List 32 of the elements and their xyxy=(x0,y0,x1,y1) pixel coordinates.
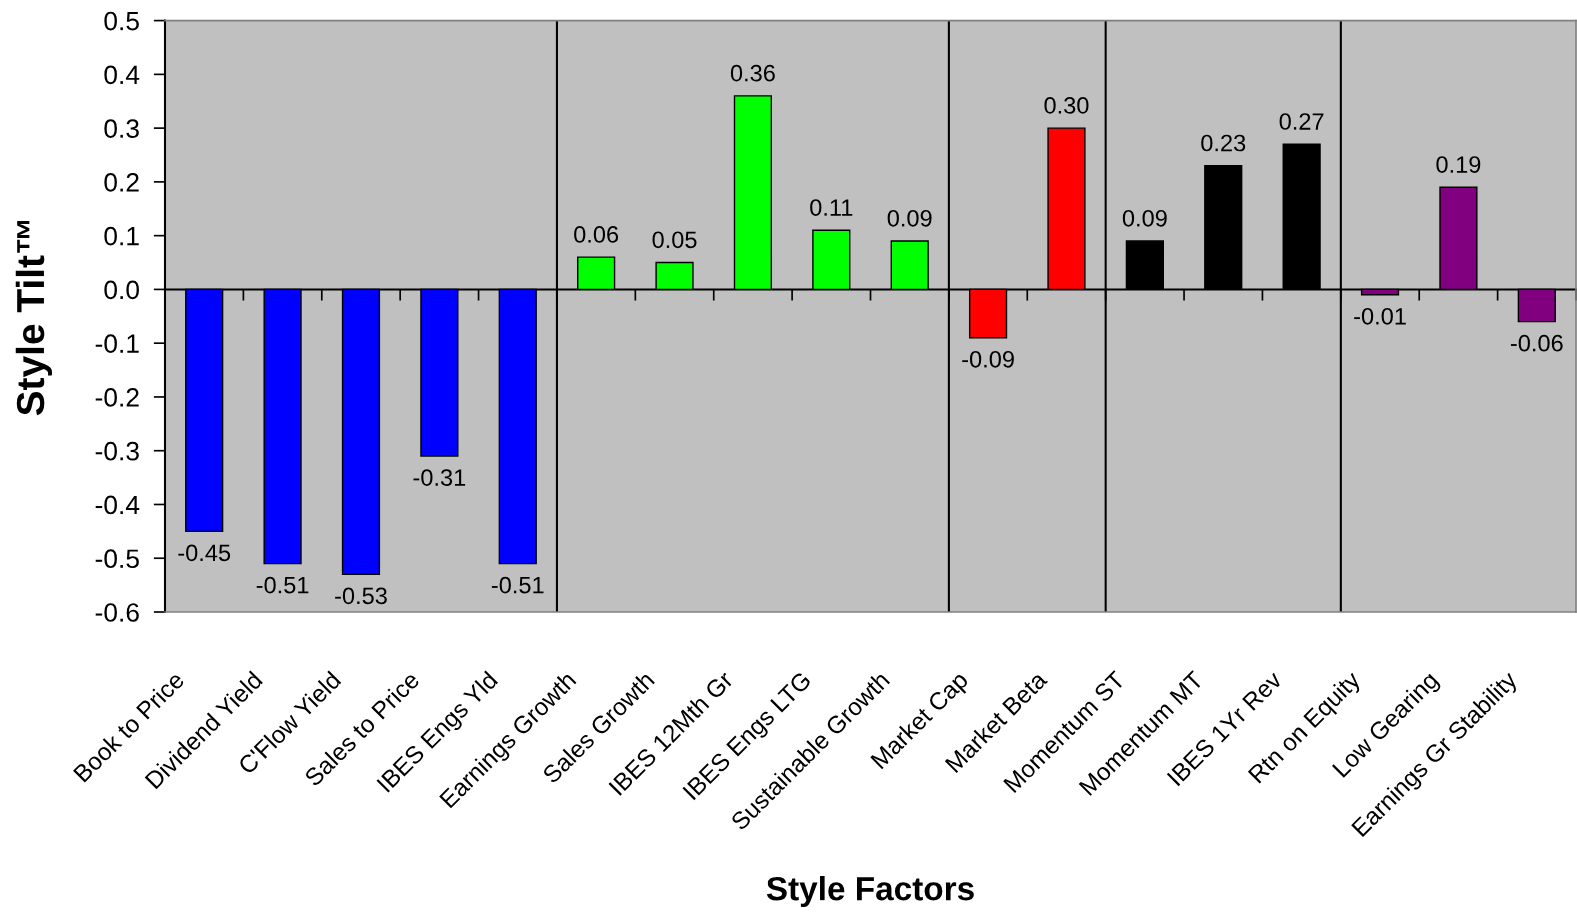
y-tick-label: 0.0 xyxy=(104,280,139,300)
data-label: -0.06 xyxy=(1510,334,1563,352)
data-label: -0.01 xyxy=(1354,307,1406,325)
data-label: -0.09 xyxy=(962,350,1014,368)
data-label: 0.19 xyxy=(1436,156,1481,173)
y-tick-label: 0.5 xyxy=(104,11,139,31)
data-label: 0.09 xyxy=(1122,209,1167,227)
y-tick-label: -0.4 xyxy=(95,495,140,515)
y-tick-label: -0.5 xyxy=(95,549,139,569)
y-tick-label: 0.1 xyxy=(104,226,139,246)
x-axis-title: Style Factors xyxy=(766,876,974,908)
data-label: 0.30 xyxy=(1044,97,1089,114)
y-tick-label: 0.2 xyxy=(104,173,139,192)
data-label: -0.53 xyxy=(335,587,387,605)
data-label: -0.51 xyxy=(491,576,544,594)
y-axis-title: Style Tilt™ xyxy=(15,220,52,416)
data-label: 0.09 xyxy=(887,209,932,227)
y-tick-label: 0.4 xyxy=(104,65,140,85)
data-label: 0.06 xyxy=(574,226,619,243)
y-tick-label: -0.6 xyxy=(95,603,139,622)
y-tick-label: -0.1 xyxy=(95,334,139,353)
data-label: 0.11 xyxy=(810,199,853,216)
y-tick-label: -0.3 xyxy=(95,441,139,461)
data-label: -0.31 xyxy=(413,469,466,486)
data-label: 0.27 xyxy=(1279,113,1324,130)
data-label: 0.05 xyxy=(652,231,697,249)
data-label: 0.23 xyxy=(1201,134,1246,152)
data-label: -0.45 xyxy=(178,544,231,562)
data-label: -0.51 xyxy=(256,576,309,594)
y-tick-label: 0.3 xyxy=(104,119,139,138)
data-label: 0.36 xyxy=(730,64,775,82)
y-tick-label: -0.2 xyxy=(95,388,139,407)
